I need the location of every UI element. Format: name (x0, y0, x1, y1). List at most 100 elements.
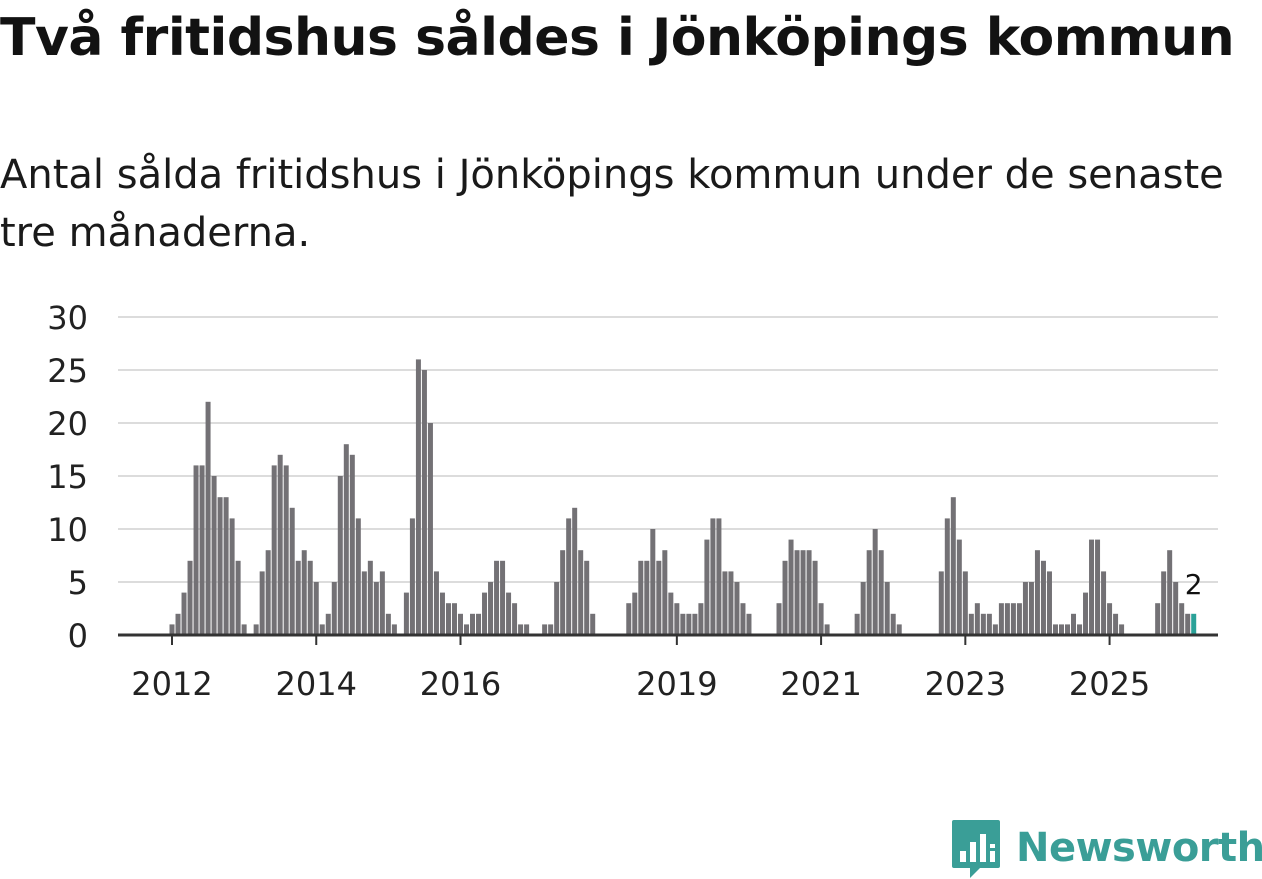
bar (1155, 603, 1161, 635)
bar (355, 518, 361, 635)
bar (662, 550, 668, 635)
bar (734, 582, 740, 635)
bar (740, 603, 746, 635)
y-tick-label: 20 (47, 405, 88, 443)
bar (980, 613, 986, 635)
bar (1052, 624, 1058, 635)
y-tick-label: 0 (68, 617, 88, 655)
bar (578, 550, 584, 635)
bar (301, 550, 307, 635)
bar (650, 529, 656, 635)
bar (1107, 603, 1113, 635)
bar (728, 571, 734, 635)
bar (1022, 582, 1028, 635)
bar (241, 624, 247, 635)
bar (1046, 571, 1052, 635)
bar (253, 624, 259, 635)
bar (512, 603, 518, 635)
bar (235, 560, 241, 635)
bar (470, 613, 476, 635)
bar (1071, 613, 1077, 635)
bar (806, 550, 812, 635)
bar (500, 560, 506, 635)
newsworthy-logo-icon (952, 820, 1000, 878)
bar (860, 582, 866, 635)
bar (956, 539, 962, 635)
newsworthy-logo[interactable]: Newsworthy (950, 818, 1262, 878)
bar (295, 560, 301, 635)
y-tick-label: 5 (68, 564, 88, 602)
bar (271, 465, 277, 635)
bar (1004, 603, 1010, 635)
bar (656, 560, 662, 635)
bar (373, 582, 379, 635)
bar (968, 613, 974, 635)
brand-name: Newsworthy (1016, 825, 1262, 871)
bar (187, 560, 193, 635)
bars (169, 359, 1197, 635)
bar (800, 550, 806, 635)
bar (451, 603, 457, 635)
bar (1028, 582, 1034, 635)
chart-subtitle: Antal sålda fritidshus i Jönköpings komm… (0, 152, 1224, 256)
bar (1016, 603, 1022, 635)
bar (884, 582, 890, 635)
bar (349, 454, 355, 635)
bar (1040, 560, 1046, 635)
bar (1089, 539, 1095, 635)
bar (794, 550, 800, 635)
bar (1173, 582, 1179, 635)
bar (986, 613, 992, 635)
bar (788, 539, 794, 635)
y-tick-label: 30 (47, 299, 88, 337)
bar (698, 603, 704, 635)
bar (259, 571, 265, 635)
bar (464, 624, 469, 635)
x-tick-label: 2014 (276, 665, 357, 703)
bar (1161, 571, 1167, 635)
bar (319, 624, 325, 635)
bar (854, 613, 860, 635)
bar (385, 613, 391, 635)
bar (962, 571, 968, 635)
bar (181, 592, 187, 635)
bar (776, 603, 782, 635)
x-tick-label: 2016 (420, 665, 501, 703)
x-tick-label: 2023 (925, 665, 1006, 703)
bar (1083, 592, 1089, 635)
bar (704, 539, 710, 635)
bar (1119, 624, 1125, 635)
bar (283, 465, 289, 635)
bar (223, 497, 229, 635)
bar (716, 518, 722, 635)
bar (415, 359, 421, 635)
bar (686, 613, 692, 635)
bar (896, 624, 902, 635)
bar (169, 624, 175, 635)
bar (488, 582, 494, 635)
bar (439, 592, 445, 635)
bar (1058, 624, 1064, 635)
bar (1034, 550, 1040, 635)
bar (1113, 613, 1119, 635)
bar (427, 423, 433, 635)
bar (944, 518, 950, 635)
bar (229, 518, 235, 635)
bar (560, 550, 566, 635)
bar (211, 476, 217, 635)
bar (524, 624, 530, 635)
bar (1077, 624, 1083, 635)
bar (403, 592, 409, 635)
bar (554, 582, 560, 635)
bar (992, 624, 998, 635)
bar (626, 603, 632, 635)
bar (307, 560, 313, 635)
x-tick-label: 2021 (780, 665, 861, 703)
bar (590, 613, 596, 635)
y-tick-label: 10 (47, 511, 88, 549)
grid-lines (118, 316, 1218, 583)
bar (692, 613, 698, 635)
bar (938, 571, 944, 635)
bar (998, 603, 1004, 635)
